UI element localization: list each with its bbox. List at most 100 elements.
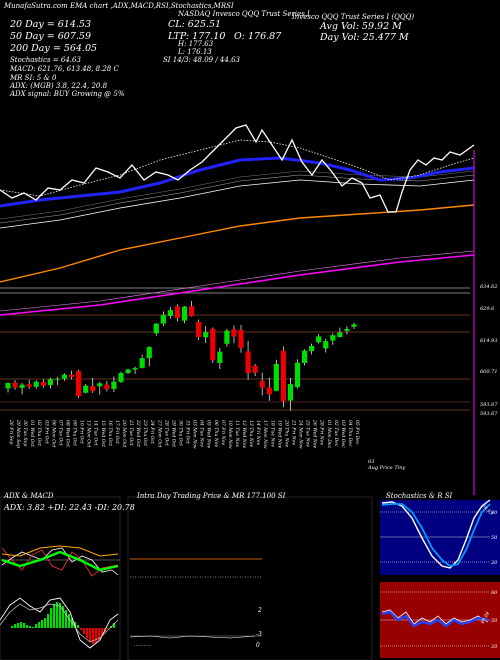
price-label: 600.71 bbox=[480, 369, 498, 375]
date-label: 06 Mon Oct bbox=[50, 420, 56, 448]
candle-body bbox=[181, 306, 188, 321]
date-label: 14 Fri Nov bbox=[255, 420, 261, 445]
macd-bar bbox=[14, 624, 17, 628]
header-left: MunafaSutra.com EMA chart ,ADX,MACD,RSI,… bbox=[4, 2, 234, 10]
ema20-label: 20 Day = 614.53 bbox=[10, 19, 91, 30]
candle-body bbox=[316, 336, 322, 343]
candle-body bbox=[351, 324, 357, 327]
date-label: 08 Wed Oct bbox=[64, 420, 70, 447]
stoch-panel-title: Stochastics & R SI bbox=[386, 492, 453, 500]
price-label: 614.93 bbox=[480, 338, 498, 344]
candle-body bbox=[54, 378, 61, 380]
stoch-label: Stochastics = 64.63 bbox=[10, 56, 81, 64]
candle-body bbox=[40, 381, 46, 386]
candle-body bbox=[104, 384, 110, 390]
date-label: 20 Thu Nov bbox=[283, 419, 289, 448]
header-right: Invesco QQQ Trust Series I (QQQ) bbox=[292, 13, 415, 21]
date-label: 29 Wed Oct bbox=[170, 419, 176, 447]
candle-body bbox=[83, 385, 89, 393]
ema-white-band-1 bbox=[0, 179, 475, 229]
candle-body bbox=[266, 387, 272, 395]
candle-body bbox=[259, 380, 265, 388]
date-label: 04 Tue Nov bbox=[199, 420, 205, 447]
date-label: 31 Fri Oct bbox=[185, 420, 191, 444]
date-label: 07 Tue Oct bbox=[57, 420, 63, 446]
macd-bar bbox=[65, 610, 68, 628]
ema-white-band-3 bbox=[0, 170, 475, 220]
macd-bar bbox=[26, 625, 29, 628]
ema200-label: 200 Day = 564.05 bbox=[10, 43, 98, 54]
date-label: 05 Fri Dec bbox=[354, 420, 360, 445]
intraday-mark: 2 bbox=[257, 607, 262, 614]
candle-body bbox=[167, 310, 174, 317]
date-label: 03 Mon Nov bbox=[192, 420, 198, 449]
candle-body bbox=[118, 373, 124, 382]
mrsi-tick: 50 bbox=[491, 618, 498, 624]
candle-body bbox=[33, 381, 39, 387]
date-label: 28 Fri Nov bbox=[319, 419, 325, 445]
macd-bar bbox=[77, 625, 80, 628]
candle-body bbox=[153, 323, 159, 334]
date-label: 01 Mon Dec bbox=[326, 420, 332, 449]
candle-body bbox=[217, 351, 223, 364]
stoch-panel bbox=[380, 500, 500, 575]
candle-body bbox=[5, 383, 11, 389]
date-label: 25 Tue Nov bbox=[305, 419, 311, 447]
di-plus-line bbox=[1, 547, 119, 576]
macd-bar bbox=[62, 606, 65, 628]
ema-orange-line bbox=[0, 204, 475, 283]
macd-bar bbox=[44, 618, 47, 628]
candle-body bbox=[330, 335, 336, 341]
date-label: 13 Thu Nov bbox=[248, 420, 254, 448]
candle-body bbox=[139, 358, 145, 368]
ema50-label: 50 Day = 607.59 bbox=[10, 31, 91, 42]
price-label: 593.67 bbox=[480, 402, 498, 408]
price-label: 593.67 bbox=[480, 411, 498, 417]
intraday-price-line bbox=[129, 635, 256, 639]
adx-signal-label: ADX signal: BUY Growing @ 5% bbox=[10, 90, 125, 98]
adx-panel-title: ADX & MACD bbox=[4, 492, 54, 500]
macd-bar bbox=[113, 623, 116, 628]
intraday-mark: 0 bbox=[256, 642, 260, 649]
macd-bar bbox=[68, 614, 71, 628]
macd-bar bbox=[83, 628, 86, 634]
candle-body bbox=[301, 350, 308, 364]
macd-bar bbox=[23, 623, 26, 628]
macd-bar bbox=[17, 623, 20, 628]
macd-bar bbox=[50, 608, 53, 628]
intraday-mark: -3 bbox=[256, 631, 262, 638]
adx-panel-values: ADX: 3.82 +DI: 22.43 -DI: 20.78 bbox=[4, 503, 135, 512]
stoch-k-line bbox=[381, 499, 491, 569]
candle-body bbox=[344, 329, 350, 331]
day-vol-label: Day Vol: 25.477 M bbox=[320, 32, 409, 43]
date-label: 07 Fri Nov bbox=[220, 420, 226, 445]
date-label: 16 Thu Oct bbox=[107, 420, 113, 446]
macd-bar bbox=[101, 628, 104, 636]
macd-bar bbox=[59, 603, 62, 628]
mrsi-blue-line bbox=[381, 610, 489, 628]
candle-body bbox=[196, 321, 202, 338]
adx-orange-line bbox=[1, 545, 119, 557]
candle-body bbox=[273, 363, 279, 391]
adx-label: ADX: (MGB) 3.8, 22.4, 20.8 bbox=[10, 82, 108, 90]
date-label: 30 Tue Sep bbox=[22, 420, 28, 446]
macd-bar bbox=[29, 626, 32, 628]
macd-bar bbox=[11, 626, 14, 628]
date-label: 11 Tue Nov bbox=[234, 420, 240, 447]
macd-bar bbox=[89, 628, 92, 642]
candle-body bbox=[280, 350, 286, 402]
date-label: 17 Fri Oct bbox=[114, 420, 120, 444]
ema-magenta-line bbox=[0, 254, 475, 316]
candle-body bbox=[337, 332, 343, 338]
candle-body bbox=[132, 367, 138, 370]
macd-bar bbox=[47, 614, 50, 628]
low-label: L: 176.13 bbox=[178, 48, 212, 56]
date-label: 20 Mon Oct bbox=[121, 419, 127, 448]
candle-body bbox=[174, 306, 181, 318]
stoch-d-line bbox=[381, 503, 491, 567]
intraday-panel bbox=[127, 496, 373, 660]
stoch-tick: 20 bbox=[490, 560, 498, 566]
date-label: 26 Wed Nov bbox=[312, 419, 318, 449]
macd-bar bbox=[56, 602, 59, 628]
